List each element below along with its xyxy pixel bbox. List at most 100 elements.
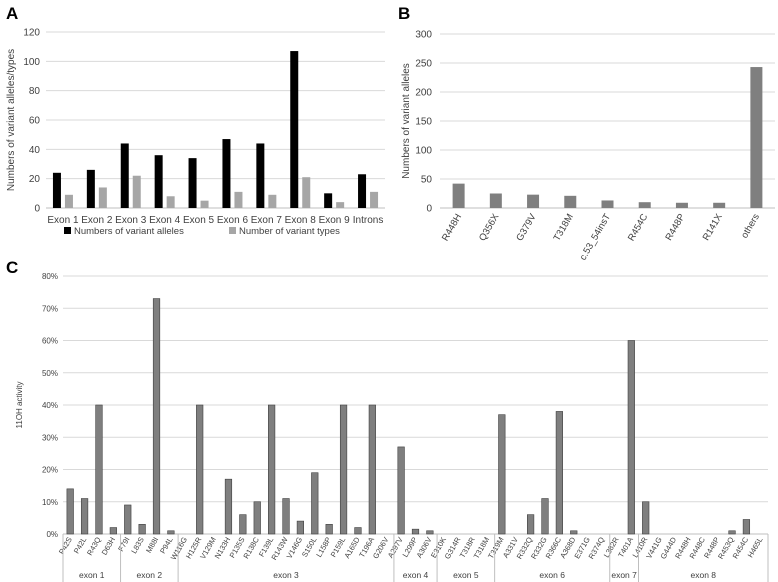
bar [325, 524, 333, 535]
bar [742, 519, 751, 535]
bar [109, 527, 117, 535]
x-tick-label: Exon 9 [319, 215, 351, 226]
x-tick-label: Exon 7 [251, 215, 283, 226]
y-tick-label: 0 [34, 204, 40, 215]
bar [570, 530, 578, 535]
bar [452, 183, 465, 208]
y-tick-label: 120 [23, 28, 40, 39]
bar-types [98, 187, 107, 208]
y-tick-label: 250 [415, 59, 432, 70]
bar-alleles [358, 174, 367, 208]
y-tick-label: 10% [42, 498, 58, 507]
bar [638, 202, 651, 208]
bar-types [132, 175, 141, 208]
bar-types [200, 200, 209, 208]
bar [750, 67, 763, 208]
bar [224, 478, 233, 535]
bar-types [302, 177, 311, 208]
bar [541, 498, 549, 535]
y-tick-label: 60 [29, 116, 41, 127]
bar [196, 404, 204, 535]
legend-label-types: Number of variant types [239, 226, 340, 237]
bar-types [166, 196, 175, 208]
bar-types [268, 194, 277, 208]
exon-group-label: exon 7 [611, 570, 637, 580]
x-tick-label: L83S [129, 536, 146, 556]
x-tick-label: Exon 4 [149, 215, 181, 226]
bar [627, 340, 635, 535]
exon-group-label: exon 8 [690, 570, 716, 580]
bar [426, 530, 434, 535]
y-tick-label: 40% [42, 401, 58, 410]
y-tick-label: 200 [415, 88, 432, 99]
exon-group-label: exon 4 [403, 570, 429, 580]
y-tick-label: 80% [42, 272, 58, 281]
x-tick-label: Exon 1 [47, 215, 79, 226]
exon-group-label: exon 5 [453, 570, 479, 580]
bar-alleles [120, 143, 129, 208]
x-tick-label: Exon 2 [81, 215, 113, 226]
panel-a-letter: A [6, 4, 19, 23]
y-tick-label: 0 [426, 204, 432, 215]
bar [124, 504, 132, 535]
x-tick-label: Exon 6 [217, 215, 249, 226]
exon-group-label: exon 1 [79, 570, 105, 580]
panel-c-letter: C [6, 258, 19, 277]
x-tick-label: H465L [746, 536, 765, 560]
x-tick-label: R43Q [85, 535, 103, 557]
bar [66, 488, 74, 535]
x-tick-label: Exon 8 [285, 215, 317, 226]
y-tick-label: 100 [415, 146, 432, 157]
legend-label-alleles: Numbers of variant alleles [74, 226, 184, 237]
bar [713, 202, 726, 208]
bar [489, 193, 502, 208]
bar [80, 498, 89, 535]
exon-group-label: exon 2 [137, 570, 163, 580]
bar [564, 195, 577, 208]
panel-b-letter: B [398, 4, 411, 23]
bar [354, 527, 362, 535]
x-tick-label: P42S [57, 536, 74, 556]
bar [527, 194, 540, 208]
y-tick-label: 50 [421, 175, 433, 186]
bar [282, 498, 290, 535]
bar-types [370, 191, 379, 208]
bar [555, 411, 563, 535]
bar [527, 514, 535, 535]
x-tick-label: Exon 3 [115, 215, 147, 226]
bar [339, 404, 348, 535]
bar-alleles [324, 193, 333, 208]
bar [95, 404, 103, 535]
exon-group-label: exon 3 [273, 570, 299, 580]
legend-swatch-types [229, 227, 236, 234]
x-tick-label: D63H [100, 536, 117, 557]
bar [296, 520, 304, 535]
y-tick-label: 60% [42, 337, 58, 346]
y-tick-label: 30% [42, 433, 58, 442]
bar [498, 414, 506, 535]
bar [411, 528, 420, 535]
y-tick-label: 100 [23, 57, 40, 68]
y-tick-label: 20 [29, 174, 41, 185]
bar [239, 514, 247, 535]
bar [152, 298, 161, 535]
bar [268, 404, 276, 535]
bar-alleles [290, 51, 299, 208]
y-axis-label: Numbers of variant alleles [401, 63, 412, 179]
y-tick-label: 70% [42, 304, 58, 313]
bar-alleles [222, 139, 231, 208]
bar-alleles [154, 155, 163, 208]
legend-swatch-alleles [64, 227, 71, 234]
bar [167, 530, 175, 535]
y-tick-label: 40 [29, 145, 41, 156]
bar [675, 202, 688, 208]
x-tick-label: Introns [353, 215, 384, 226]
bar-types [64, 194, 73, 208]
y-axis-label: 11OH activity [15, 382, 24, 429]
bar [601, 200, 614, 208]
bar-alleles [52, 172, 61, 208]
bar-alleles [86, 169, 95, 208]
